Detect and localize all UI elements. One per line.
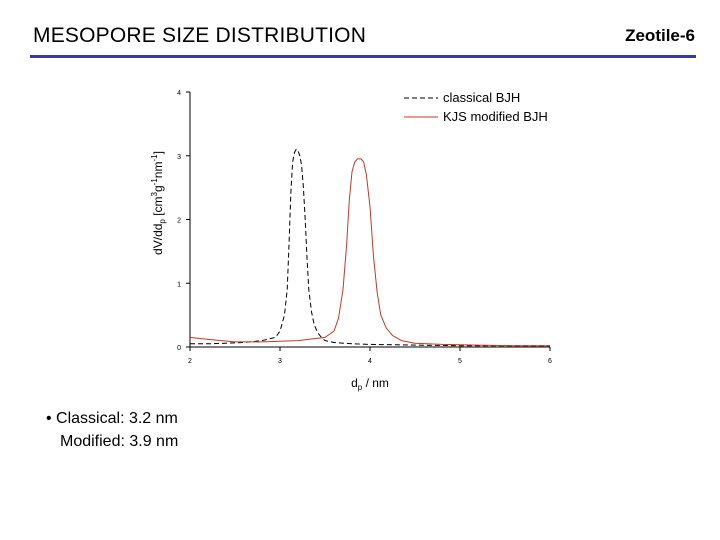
chart-ticks: 2 3 4 5 6 0 1 2 3 4 bbox=[177, 90, 552, 365]
x-tick-label: 2 bbox=[188, 358, 192, 365]
x-tick-label: 5 bbox=[458, 358, 462, 365]
y-axis-label: dV/ddp [cm3g-1nm-1] bbox=[150, 151, 167, 255]
x-tick-label: 6 bbox=[548, 358, 552, 365]
x-tick-label: 4 bbox=[368, 358, 372, 365]
y-tick-label: 2 bbox=[177, 218, 181, 225]
x-tick-label: 3 bbox=[278, 358, 282, 365]
corner-label: Zeotile-6 bbox=[625, 26, 695, 45]
note-classical: • Classical: 3.2 nm bbox=[46, 410, 178, 427]
slide-title: MESOPORE SIZE DISTRIBUTION bbox=[33, 24, 367, 47]
legend-label: classical BJH bbox=[443, 90, 520, 105]
x-axis-label: dp / nm bbox=[351, 376, 389, 392]
series-line-kjs-modified-bjh bbox=[189, 158, 550, 347]
chart-axes bbox=[189, 92, 550, 348]
y-tick-label: 1 bbox=[177, 281, 181, 288]
chart-series-lines bbox=[189, 148, 550, 347]
series-line-classical-bjh bbox=[190, 148, 550, 347]
title-rule bbox=[30, 55, 696, 58]
notes: • Classical: 3.2 nm Modified: 3.9 nm bbox=[46, 407, 178, 453]
y-tick-label: 4 bbox=[177, 90, 181, 97]
chart-legend: classical BJH KJS modified BJH bbox=[404, 90, 548, 124]
y-tick-label: 3 bbox=[177, 154, 181, 161]
legend-label: KJS modified BJH bbox=[443, 109, 548, 124]
y-tick-label: 0 bbox=[177, 345, 181, 352]
note-modified: Modified: 3.9 nm bbox=[60, 433, 179, 450]
